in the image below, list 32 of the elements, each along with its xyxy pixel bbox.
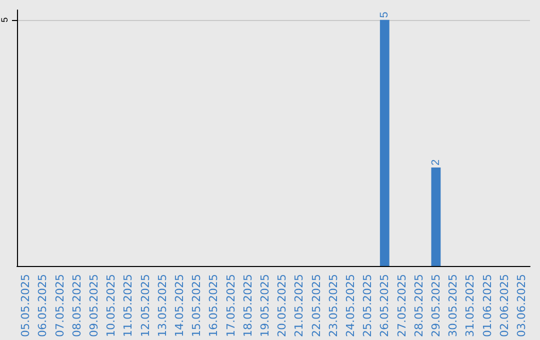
x-tick-label: 07.05.2025 — [53, 274, 66, 338]
x-tick-label: 13.05.2025 — [156, 274, 169, 338]
x-tick-label: 31.05.2025 — [464, 274, 477, 338]
x-tick-label: 02.06.2025 — [498, 274, 511, 338]
data-label: 5 — [378, 12, 391, 18]
x-tick-label: 25.05.2025 — [361, 274, 374, 338]
x-tick-label: 05.05.2025 — [19, 274, 32, 338]
x-tick-label: 18.05.2025 — [241, 274, 254, 338]
x-tick-label: 01.06.2025 — [480, 274, 494, 338]
x-tick-label: 20.05.2025 — [276, 274, 289, 338]
x-tick-label: 21.05.2025 — [292, 274, 306, 338]
x-tick-label: 16.05.2025 — [207, 274, 220, 338]
x-tick-label: 03.06.2025 — [514, 274, 528, 338]
x-tick-label: 22.05.2025 — [310, 274, 323, 338]
x-tick-label: 06.05.2025 — [36, 274, 50, 338]
x-tick-label: 08.05.2025 — [70, 274, 84, 338]
x-tick-label: 15.05.2025 — [190, 274, 204, 338]
x-tick-label: 27.05.2025 — [395, 274, 408, 338]
x-tick-label: 09.05.2025 — [87, 274, 100, 338]
x-tick-label: 24.05.2025 — [344, 274, 357, 338]
x-tick-label: 28.05.2025 — [412, 274, 426, 338]
x-tick-label: 29.05.2025 — [429, 274, 442, 338]
x-tick-label: 14.05.2025 — [172, 274, 186, 338]
x-tick-label: 11.05.2025 — [122, 274, 135, 338]
x-tick-label: 26.05.2025 — [378, 274, 392, 338]
x-tick-label: 19.05.2025 — [258, 274, 272, 338]
x-tick-label: 10.05.2025 — [104, 274, 118, 338]
x-tick-label: 12.05.2025 — [138, 274, 152, 338]
x-tick-label: 30.05.2025 — [446, 274, 460, 338]
x-tick-label: 23.05.2025 — [326, 274, 340, 338]
x-tick-label: 17.05.2025 — [224, 274, 238, 338]
data-label: 2 — [430, 159, 442, 166]
